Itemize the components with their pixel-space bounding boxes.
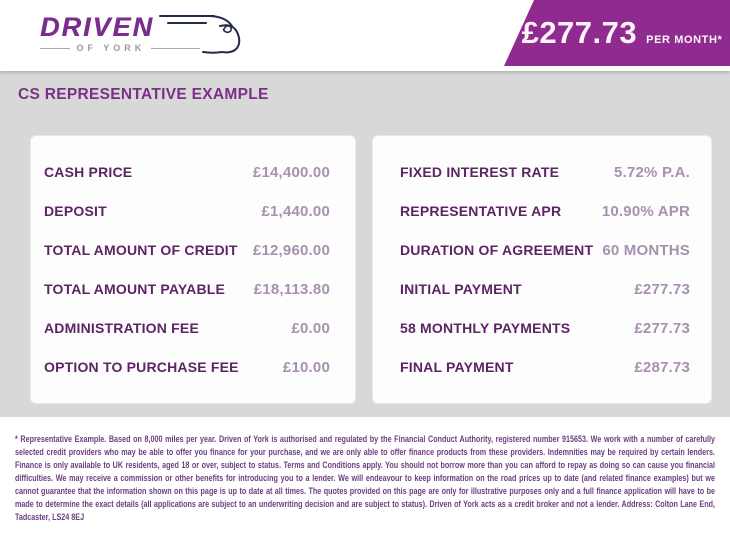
row-value: £12,960.00 <box>252 241 330 259</box>
row-value: 10.90% APR <box>601 202 690 220</box>
finance-card-left: CASH PRICE £14,400.00 DEPOSIT £1,440.00 … <box>30 135 356 404</box>
row-value: 5.72% P.A. <box>614 163 690 181</box>
finance-row-total-payable: TOTAL AMOUNT PAYABLE £18,113.80 <box>44 270 330 309</box>
monthly-price-badge: £277.73 PER MONTH* <box>504 0 730 66</box>
row-label: TOTAL AMOUNT OF CREDIT <box>44 242 238 258</box>
row-value: £0.00 <box>291 319 330 337</box>
row-value: £14,400.00 <box>252 163 330 181</box>
row-label: OPTION TO PURCHASE FEE <box>44 359 239 375</box>
row-label: DURATION OF AGREEMENT <box>400 242 594 258</box>
finance-row-duration: DURATION OF AGREEMENT 60 MONTHS <box>400 231 690 270</box>
row-label: 58 MONTHLY PAYMENTS <box>400 320 571 336</box>
row-value: 60 MONTHS <box>602 241 690 259</box>
finance-card-right: FIXED INTEREST RATE 5.72% P.A. REPRESENT… <box>372 135 712 404</box>
finance-row-admin-fee: ADMINISTRATION FEE £0.00 <box>44 309 330 348</box>
row-label: REPRESENTATIVE APR <box>400 203 562 219</box>
page-title: CS REPRESENTATIVE EXAMPLE <box>18 86 269 103</box>
row-label: CASH PRICE <box>44 164 133 180</box>
finance-row-monthly-payments: 58 MONTHLY PAYMENTS £277.73 <box>400 309 690 348</box>
logo-subtitle-text: OF YORK <box>76 43 146 53</box>
row-label: TOTAL AMOUNT PAYABLE <box>44 281 226 297</box>
finance-row-total-credit: TOTAL AMOUNT OF CREDIT £12,960.00 <box>44 231 330 270</box>
finance-row-final-payment: FINAL PAYMENT £287.73 <box>400 348 690 387</box>
row-label: FINAL PAYMENT <box>400 359 514 375</box>
logo-rule-left <box>40 47 71 49</box>
finance-row-initial-payment: INITIAL PAYMENT £277.73 <box>400 270 690 309</box>
logo-brand-text: DRIVEN <box>40 12 155 42</box>
finance-row-interest-rate: FIXED INTEREST RATE 5.72% P.A. <box>400 153 690 192</box>
dealer-logo: DRIVEN OF YORK <box>40 12 241 60</box>
legal-disclaimer-text: * Representative Example. Based on 8,000… <box>15 434 715 522</box>
row-value: £1,440.00 <box>261 202 330 220</box>
finance-row-deposit: DEPOSIT £1,440.00 <box>44 192 330 231</box>
header: DRIVEN OF YORK £277.73 PER MONTH* <box>0 0 730 71</box>
row-value: £287.73 <box>634 358 690 376</box>
row-label: FIXED INTEREST RATE <box>400 164 560 180</box>
finance-row-purchase-fee: OPTION TO PURCHASE FEE £10.00 <box>44 348 330 387</box>
logo-rule-right <box>151 47 200 49</box>
monthly-price-amount: £277.73 <box>521 15 638 50</box>
row-label: ADMINISTRATION FEE <box>44 320 200 336</box>
finance-row-cash-price: CASH PRICE £14,400.00 <box>44 153 330 192</box>
row-label: INITIAL PAYMENT <box>400 281 522 297</box>
finance-row-apr: REPRESENTATIVE APR 10.90% APR <box>400 192 690 231</box>
row-label: DEPOSIT <box>44 203 107 219</box>
row-value: £10.00 <box>282 358 330 376</box>
car-outline-icon <box>159 15 241 54</box>
logo-subtitle: OF YORK <box>40 43 200 53</box>
footer: * Representative Example. Based on 8,000… <box>0 417 730 547</box>
monthly-price-period: PER MONTH* <box>646 34 723 46</box>
row-value: £277.73 <box>634 319 690 337</box>
row-value: £277.73 <box>634 280 690 298</box>
row-value: £18,113.80 <box>253 280 330 298</box>
